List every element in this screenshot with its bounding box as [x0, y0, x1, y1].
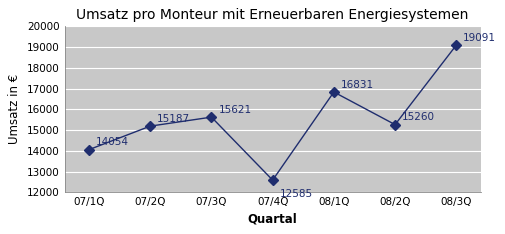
Text: 15260: 15260	[401, 113, 434, 122]
Text: 15621: 15621	[218, 105, 251, 115]
Text: 19091: 19091	[463, 33, 495, 43]
Title: Umsatz pro Monteur mit Erneuerbaren Energiesystemen: Umsatz pro Monteur mit Erneuerbaren Ener…	[76, 8, 468, 22]
Text: 15187: 15187	[157, 114, 190, 124]
X-axis label: Quartal: Quartal	[247, 213, 297, 226]
Y-axis label: Umsatz in €: Umsatz in €	[8, 74, 21, 144]
Text: 16831: 16831	[340, 80, 373, 90]
Text: 12585: 12585	[279, 189, 312, 199]
Text: 14054: 14054	[96, 137, 129, 147]
